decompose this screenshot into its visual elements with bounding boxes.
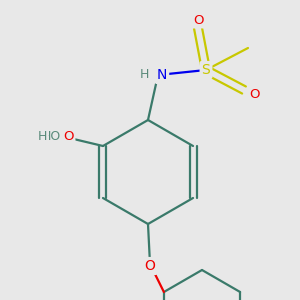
Text: O: O [145,259,155,273]
Text: O: O [249,88,259,101]
Text: N: N [157,68,167,82]
Text: O: O [63,130,74,142]
Text: H: H [139,68,149,82]
Text: S: S [202,63,210,77]
Text: HO: HO [41,130,61,142]
Text: H: H [38,130,47,142]
Text: O: O [193,14,203,26]
